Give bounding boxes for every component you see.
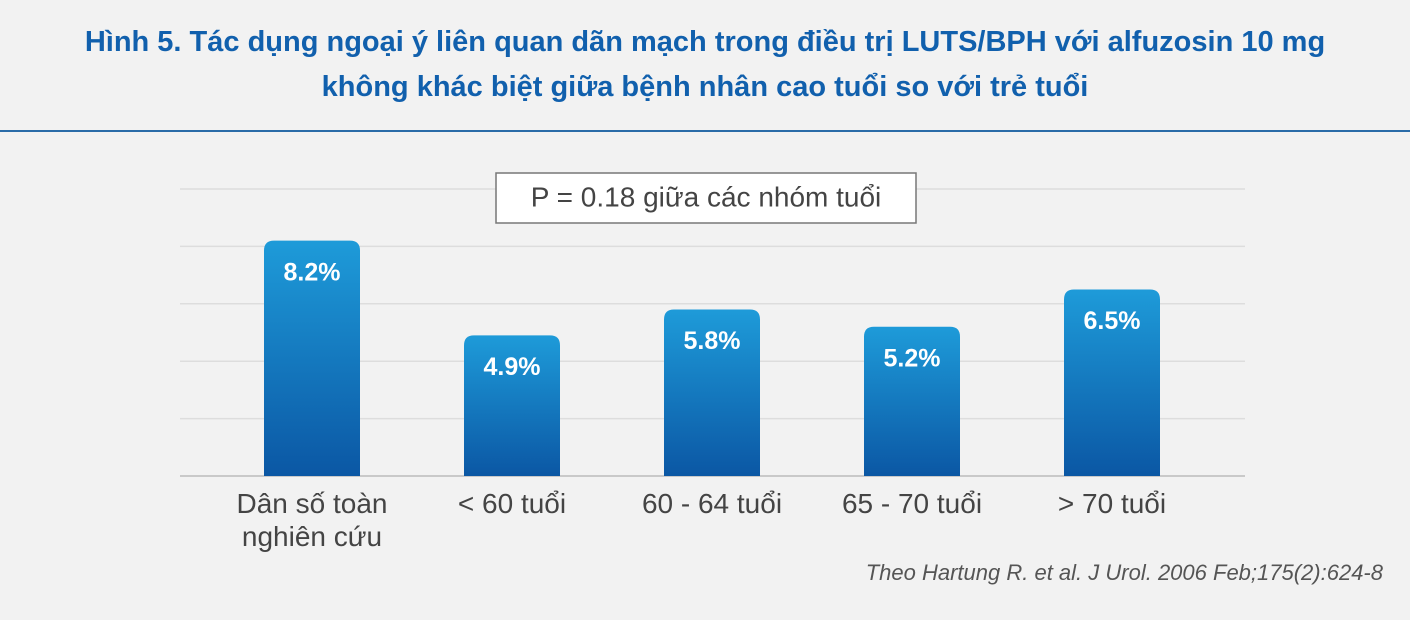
x-tick-label: > 70 tuổi — [1057, 488, 1167, 519]
bar — [664, 309, 760, 476]
source-note: Theo Hartung R. et al. J Urol. 2006 Feb;… — [865, 560, 1383, 585]
x-tick-label: < 60 tuổi — [457, 488, 567, 519]
data-label: 5.2% — [884, 344, 941, 372]
bar — [264, 240, 360, 476]
chart-title: không khác biệt giữa bệnh nhân cao tuổi … — [321, 71, 1089, 103]
data-label: 4.9% — [484, 353, 541, 381]
x-tick-label: 65 - 70 tuổi — [841, 488, 983, 519]
data-label: 5.8% — [684, 327, 741, 355]
x-tick-label: Dân số toàn nghiên cứu — [236, 488, 388, 552]
data-label: 6.5% — [1084, 307, 1141, 335]
header: Hình 5. Tác dụng ngoại ý liên quan dãn m… — [0, 0, 1410, 132]
chart-title: Hình 5. Tác dụng ngoại ý liên quan dãn m… — [84, 26, 1326, 58]
bar — [1064, 289, 1160, 476]
annotation-box — [495, 172, 917, 224]
bar — [864, 326, 960, 476]
bar — [464, 335, 560, 476]
x-tick-label: 60 - 64 tuổi — [641, 488, 783, 519]
annotation: P = 0.18 giữa các nhóm tuổi — [531, 181, 882, 212]
data-label: 8.2% — [284, 258, 341, 286]
